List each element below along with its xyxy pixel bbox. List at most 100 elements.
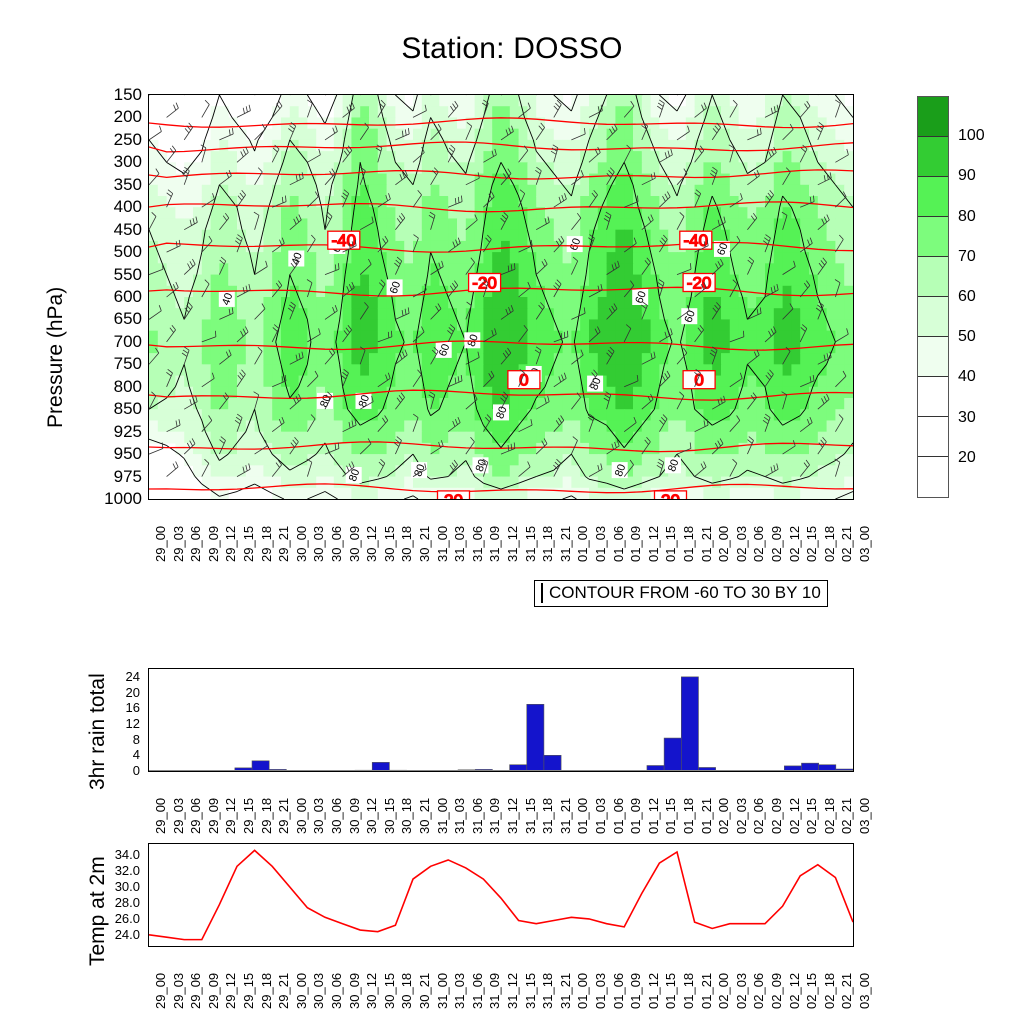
main-y-tick: 250 (113, 129, 142, 149)
x-tick-label: 01_06 (610, 972, 626, 1009)
x-tick-label: 01_15 (663, 972, 679, 1009)
main-y-tick: 550 (113, 264, 142, 284)
rain-y-tick: 4 (132, 747, 140, 763)
x-tick-label: 02_00 (716, 797, 732, 834)
x-tick-label: 02_09 (769, 797, 784, 834)
x-tick-label: 30_09 (346, 972, 362, 1009)
x-tick-label: 30_03 (311, 972, 327, 1009)
contour-note-box: CONTOUR FROM -60 TO 30 BY 10 (534, 580, 828, 607)
main-y-tick: 700 (113, 331, 142, 351)
temp-y-tick: 32.0 (114, 863, 140, 879)
x-tick-label: 29_15 (241, 972, 256, 1009)
temp-y-tick: 24.0 (114, 926, 140, 942)
x-tick-label: 30_21 (417, 525, 432, 562)
svg-text:40: 40 (220, 291, 235, 307)
colorbar-band (918, 217, 948, 257)
x-tick-label: 31_06 (469, 797, 485, 834)
x-tick-label: 01_12 (645, 972, 661, 1009)
x-tick-label: 29_21 (276, 972, 292, 1009)
temp-x-axis-ticks: 29_00 29_03 29_06 29_09 29_12 29_15 29_18 29_21… (148, 949, 872, 1019)
colorbar-tick-label: 70 (958, 247, 976, 265)
x-tick-label: 30_18 (399, 972, 415, 1009)
x-tick-label: 31_21 (557, 525, 573, 562)
x-tick-label: 29_00 (153, 972, 168, 1009)
x-tick-label: 29_21 (276, 525, 292, 562)
x-tick-label: 29_18 (258, 525, 274, 562)
x-tick-label: 01_12 (645, 525, 661, 562)
main-y-tick: 500 (113, 242, 142, 262)
x-tick-label: 31_03 (452, 525, 468, 562)
svg-text:80: 80 (613, 463, 628, 479)
colorbar-band (918, 97, 948, 137)
colorbar-tick-label: 80 (958, 207, 976, 225)
x-tick-label: 01_12 (645, 797, 661, 834)
rain-bar-chart[interactable] (148, 668, 854, 772)
svg-text:60: 60 (633, 290, 648, 306)
x-tick-label: 02_15 (804, 972, 820, 1009)
colorbar-tick-label: 40 (958, 368, 976, 386)
svg-text:0: 0 (519, 371, 528, 390)
x-tick-label: 01_15 (663, 525, 679, 562)
x-tick-label: 01_03 (593, 525, 608, 562)
x-tick-label: 02_18 (821, 797, 837, 834)
temperature-line-chart[interactable] (148, 843, 854, 947)
x-tick-label: 02_15 (804, 797, 820, 834)
svg-text:40: 40 (290, 251, 305, 267)
main-y-tick: 200 (113, 107, 142, 127)
x-tick-label: 01_21 (698, 972, 714, 1009)
x-tick-label: 30_06 (329, 797, 344, 834)
x-tick-label: 30_18 (399, 525, 415, 562)
colorbar-band (918, 457, 948, 497)
x-tick-label: 29_06 (188, 797, 204, 834)
colorbar-band (918, 337, 948, 377)
svg-text:60: 60 (715, 241, 730, 257)
x-tick-label: 01_03 (593, 972, 608, 1009)
x-tick-label: 29_00 (153, 797, 168, 834)
x-tick-label: 29_12 (223, 972, 239, 1009)
x-tick-label: 30_03 (311, 525, 327, 562)
x-tick-label: 01_09 (628, 797, 644, 834)
contour-canvas: 4080608060808080806060806060806040608080… (149, 95, 853, 499)
main-y-tick: 1000 (104, 489, 142, 508)
x-tick-label: 01_21 (698, 797, 714, 834)
colorbar-band (918, 257, 948, 297)
x-tick-label: 02_09 (769, 525, 784, 562)
x-tick-label: 30_00 (293, 525, 309, 562)
x-tick-label: 30_00 (293, 972, 309, 1009)
x-tick-label: 02_12 (786, 797, 802, 834)
temp-y-tick: 28.0 (114, 894, 140, 910)
x-tick-label: 01_06 (610, 797, 626, 834)
main-y-tick: 650 (113, 309, 142, 329)
rain-y-tick: 8 (132, 731, 140, 747)
main-y-tick: 950 (113, 444, 142, 464)
rain-y-tick: 0 (132, 763, 140, 778)
main-y-tick: 150 (113, 85, 142, 104)
x-tick-label: 01_00 (575, 972, 591, 1009)
x-tick-label: 30_15 (381, 797, 397, 834)
temp-y-axis-ticks: 34.0 32.0 30.0 28.0 26.0 24.0 (88, 843, 140, 947)
x-tick-label: 31_21 (557, 797, 573, 834)
main-y-tick: 925 (113, 421, 142, 441)
x-tick-label: 02_00 (716, 525, 732, 562)
x-tick-label: 29_21 (276, 797, 292, 834)
x-tick-label: 02_15 (804, 525, 820, 562)
colorbar-band (918, 297, 948, 337)
x-tick-label: 02_06 (751, 972, 767, 1009)
x-tick-label: 02_12 (786, 972, 802, 1009)
svg-text:80: 80 (588, 376, 603, 392)
x-tick-label: 02_03 (733, 972, 749, 1009)
x-tick-label: 01_15 (663, 797, 679, 834)
rain-y-axis-ticks: 24 20 16 12 8 4 0 (96, 668, 140, 777)
rain-y-tick: 20 (125, 684, 140, 700)
x-tick-label: 31_12 (505, 525, 520, 562)
x-tick-label: 02_03 (733, 797, 749, 834)
colorbar-tick-label: 50 (958, 328, 976, 346)
main-y-axis-label: Pressure (hPa) (18, 170, 67, 430)
humidity-temperature-contour-plot[interactable]: 4080608060808080806060806060806040608080… (148, 94, 854, 500)
x-tick-label: 02_21 (839, 525, 855, 562)
main-y-tick: 600 (113, 287, 142, 306)
colorbar-band (918, 177, 948, 217)
x-tick-label: 29_15 (241, 797, 256, 834)
x-tick-label: 30_00 (293, 797, 309, 834)
humidity-colorbar (917, 96, 949, 498)
